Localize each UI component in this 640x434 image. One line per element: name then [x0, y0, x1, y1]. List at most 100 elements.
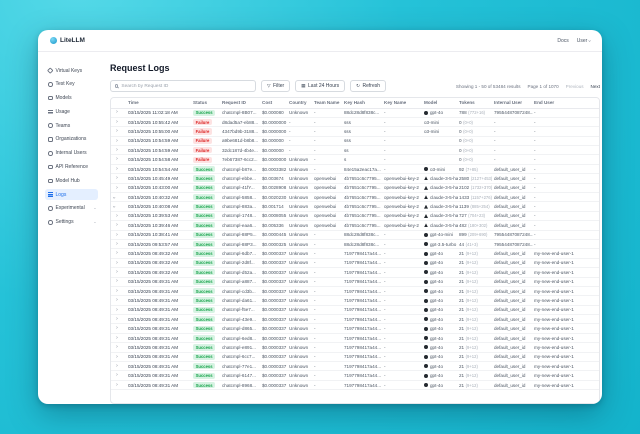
table-row[interactable]: › 03/15/2025 08:49:32 AM Success chatcmp… — [111, 248, 599, 259]
table-row[interactable]: › 03/15/2025 08:49:31 AM Success chatcmp… — [111, 305, 599, 316]
table-row[interactable]: › 03/15/2025 08:49:31 AM Success chatcmp… — [111, 333, 599, 344]
cell-request-id[interactable]: chatcmpl-883a... — [221, 201, 261, 212]
cell-request-id[interactable]: chatcmpl-8968... — [221, 380, 261, 391]
sidebar-item-model-hub[interactable]: Model Hub › — [45, 175, 98, 186]
docs-link[interactable]: Docs — [557, 37, 569, 44]
cell-request-id[interactable]: chatcmpl-e891... — [221, 342, 261, 353]
row-expand-chevron[interactable]: › — [116, 137, 118, 144]
cell-request-id[interactable]: chatcmpl-ebbe... — [221, 173, 261, 184]
row-expand-chevron[interactable]: › — [116, 165, 118, 172]
sidebar-item-test-key[interactable]: Test Key › — [45, 79, 98, 90]
user-menu[interactable]: User› — [577, 38, 592, 44]
row-expand-chevron[interactable]: › — [116, 212, 118, 219]
table-row[interactable]: › 03/15/2025 10:54:54 AM Success chatcmp… — [111, 164, 599, 175]
cell-request-id[interactable]: chatcmpl-d52a... — [221, 267, 261, 278]
table-row[interactable]: › 03/15/2025 08:49:31 AM Success chatcmp… — [111, 370, 599, 381]
cell-request-id[interactable]: chatcmpl-eaa6... — [221, 220, 261, 231]
table-row[interactable]: › 03/15/2025 08:49:31 AM Success chatcmp… — [111, 361, 599, 372]
row-expand-chevron[interactable]: › — [116, 381, 118, 388]
row-expand-chevron[interactable]: › — [116, 175, 118, 182]
cell-request-id[interactable]: chatcmpl-1748... — [221, 211, 261, 222]
sidebar-item-teams[interactable]: Teams › — [45, 120, 98, 131]
cell-request-id[interactable]: chatcmpl-2d8f... — [221, 258, 261, 269]
row-expand-chevron[interactable]: › — [116, 128, 118, 135]
table-row[interactable]: › 03/15/2025 10:39:53 AM Success chatcmp… — [111, 211, 599, 222]
cell-request-id[interactable]: chatcmpl-cd3b... — [221, 286, 261, 297]
sidebar-item-virtual-keys[interactable]: Virtual Keys › — [45, 65, 98, 76]
row-expand-chevron[interactable]: › — [116, 231, 118, 238]
table-row[interactable]: › 03/15/2025 08:49:31 AM Success chatcmp… — [111, 323, 599, 334]
row-expand-chevron[interactable]: › — [116, 334, 118, 341]
table-row[interactable]: › 03/15/2025 11:02:18 AM Success chatcmp… — [111, 108, 599, 118]
table-row[interactable]: › 03/15/2025 08:49:31 AM Success chatcmp… — [111, 352, 599, 363]
row-expand-chevron[interactable]: › — [116, 156, 118, 163]
cell-request-id[interactable]: chatcmpl-77e1... — [221, 361, 261, 372]
table-row[interactable]: › 03/15/2025 10:39:46 AM Success chatcmp… — [111, 220, 599, 231]
row-expand-chevron[interactable]: › — [116, 147, 118, 153]
row-expand-chevron[interactable]: › — [116, 297, 118, 304]
cell-request-id[interactable]: 4347bd9b-3188... — [221, 126, 261, 137]
row-expand-chevron[interactable]: › — [116, 362, 118, 369]
sidebar-item-models[interactable]: Models › — [45, 93, 98, 104]
next-button[interactable]: Next — [590, 83, 600, 89]
table-row[interactable]: › 03/15/2025 08:49:31 AM Success chatcmp… — [111, 286, 599, 297]
row-expand-chevron[interactable]: › — [116, 372, 118, 379]
row-expand-chevron[interactable]: › — [116, 184, 118, 191]
row-expand-chevron[interactable]: › — [116, 269, 118, 276]
table-row[interactable]: › 03/15/2025 10:45:49 AM Success chatcmp… — [111, 173, 599, 184]
row-expand-chevron[interactable]: › — [116, 287, 118, 294]
previous-button[interactable]: Previous — [565, 83, 584, 89]
cell-request-id[interactable]: chatcmpl-a887... — [221, 277, 261, 287]
sidebar-item-settings[interactable]: Settings › — [45, 217, 98, 228]
table-row[interactable]: › 03/15/2025 08:49:32 AM Success chatcmp… — [111, 258, 599, 269]
sidebar-item-api-reference[interactable]: API Reference › — [45, 162, 98, 173]
table-row[interactable]: › 03/15/2025 08:49:31 AM Success chatcmp… — [111, 277, 599, 287]
row-expand-chevron[interactable]: › — [116, 109, 118, 116]
cell-request-id[interactable]: chatcmpl-88P3... — [221, 239, 261, 250]
date-range-button[interactable]: Last 24 Hours — [295, 80, 346, 92]
refresh-button[interactable]: Refresh — [350, 80, 387, 92]
cell-request-id[interactable]: chatcmpl-d865... — [221, 323, 261, 334]
cell-request-id[interactable]: d8dad5a7-eb88... — [221, 117, 261, 128]
table-row[interactable]: › 03/15/2025 08:49:31 AM Success chatcmp… — [111, 295, 599, 306]
sidebar-item-internal-users[interactable]: Internal Users › — [45, 148, 98, 159]
cell-request-id[interactable]: chatcmpl-6cc7... — [221, 352, 261, 363]
table-row[interactable]: › 03/15/2025 10:54:58 AM Failure 7eb6738… — [111, 154, 599, 165]
table-row[interactable]: › 03/15/2025 08:49:31 AM Success chatcmp… — [111, 342, 599, 353]
cell-request-id[interactable]: chatcmpl-88P5... — [221, 230, 261, 240]
cell-request-id[interactable]: chatcmpl-6ed8... — [221, 333, 261, 344]
cell-request-id[interactable]: chatcmpl-6147... — [221, 370, 261, 381]
cell-request-id[interactable]: chatcmpl-5858... — [221, 192, 261, 203]
table-row[interactable]: › 03/15/2025 10:40:08 AM Success chatcmp… — [111, 201, 599, 212]
sidebar-item-organizations[interactable]: Organizations › — [45, 134, 98, 145]
row-expand-chevron[interactable]: › — [116, 250, 118, 257]
row-expand-chevron[interactable]: › — [116, 353, 118, 360]
row-expand-chevron[interactable]: › — [116, 316, 118, 323]
sidebar-item-usage[interactable]: Usage › — [45, 106, 98, 117]
table-row[interactable]: › 03/15/2025 10:40:32 AM Success chatcmp… — [111, 192, 599, 203]
cell-request-id[interactable]: chatcmpl-43e9... — [221, 314, 261, 325]
table-row[interactable]: › 03/15/2025 10:55:42 AM Failure d8dad5a… — [111, 117, 599, 128]
table-row[interactable]: › 03/15/2025 10:43:00 AM Success chatcmp… — [111, 183, 599, 194]
cell-request-id[interactable]: 32dc187d-4b4e... — [221, 145, 261, 156]
cell-request-id[interactable]: chatcmpl-8B07... — [221, 108, 261, 118]
cell-request-id[interactable]: chatcmpl-41fY... — [221, 183, 261, 194]
table-row[interactable]: › 03/15/2025 10:55:00 AM Failure 4347bd9… — [111, 126, 599, 137]
cell-request-id[interactable]: chatcmpl-b87e... — [221, 164, 261, 175]
sidebar-item-experimental[interactable]: Experimental › — [45, 203, 98, 214]
cell-request-id[interactable]: chatcmpl-da61... — [221, 295, 261, 306]
table-row[interactable]: › 03/15/2025 10:38:41 AM Success chatcmp… — [111, 230, 599, 240]
row-expand-chevron[interactable]: › — [116, 306, 118, 313]
table-row[interactable]: › 03/15/2025 09:53:57 AM Success chatcmp… — [111, 239, 599, 250]
filter-button[interactable]: Filter — [261, 80, 291, 92]
table-row[interactable]: › 03/15/2025 08:49:31 AM Success chatcmp… — [111, 380, 599, 391]
table-row[interactable]: › 03/15/2025 08:49:31 AM Success chatcmp… — [111, 314, 599, 325]
sidebar-item-logs[interactable]: Logs › — [45, 189, 98, 201]
row-expand-chevron[interactable]: › — [116, 118, 118, 125]
row-expand-chevron[interactable]: › — [111, 206, 117, 209]
row-expand-chevron[interactable]: › — [116, 278, 118, 285]
cell-request-id[interactable]: chatcmpl-f5e7... — [221, 305, 261, 316]
row-expand-chevron[interactable]: › — [111, 196, 117, 199]
row-expand-chevron[interactable]: › — [116, 222, 118, 229]
table-row[interactable]: › 03/15/2025 10:54:59 AM Failure a9be681… — [111, 136, 599, 147]
